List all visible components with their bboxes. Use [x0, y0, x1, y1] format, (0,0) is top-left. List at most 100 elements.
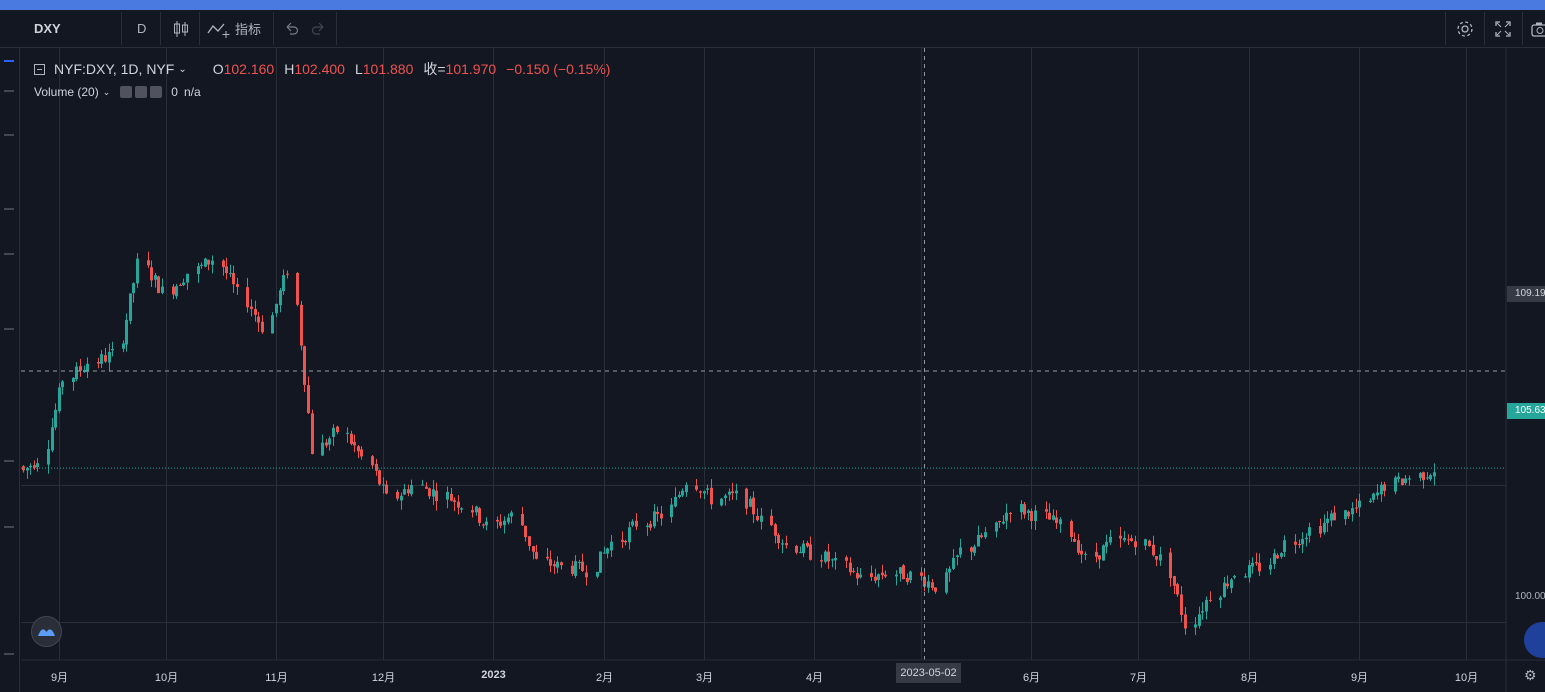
candle-body — [670, 504, 673, 518]
candle-body — [1383, 484, 1386, 491]
candle-body — [1105, 541, 1108, 547]
indicators-button[interactable]: 指标 — [207, 10, 261, 47]
candle-body — [859, 574, 862, 578]
candle-body — [1429, 475, 1432, 480]
candle-body — [1380, 484, 1383, 495]
candle-body — [596, 571, 599, 577]
redo-button[interactable] — [311, 10, 327, 47]
candle-body — [824, 551, 827, 562]
candle-body — [425, 486, 428, 489]
symbol-description[interactable]: NYF:DXY, 1D, NYF — [54, 61, 175, 77]
candle-body — [1152, 544, 1155, 556]
candle-body — [899, 567, 902, 574]
interval-label: D — [137, 21, 147, 36]
volume-label[interactable]: Volume (20) — [34, 85, 99, 99]
chart-grid — [21, 48, 1506, 660]
candle-body — [86, 363, 89, 372]
candle-body — [75, 366, 78, 379]
candle-body — [496, 519, 499, 522]
candle-body — [902, 565, 905, 580]
chevron-down-icon[interactable]: ⌄ — [102, 86, 111, 97]
candle-body — [706, 488, 709, 490]
candle-body — [1144, 539, 1147, 546]
settings-button[interactable] — [1455, 10, 1475, 47]
candle-body — [1180, 594, 1183, 615]
candle-body — [296, 272, 299, 305]
candle-body — [1176, 584, 1179, 595]
candle-body — [927, 581, 930, 588]
candle-body — [656, 511, 659, 514]
collapse-toolbar[interactable] — [4, 653, 14, 655]
eye-icon[interactable] — [120, 86, 133, 98]
text-tool[interactable] — [4, 328, 14, 330]
gear-icon[interactable]: ⚙ — [1524, 667, 1537, 683]
candle-body — [881, 572, 884, 576]
toolbar-divider — [1445, 12, 1446, 45]
fib-tool[interactable] — [4, 134, 14, 136]
gear-icon[interactable] — [135, 86, 148, 98]
candle-body — [795, 545, 798, 553]
candle-body — [1223, 582, 1226, 598]
candle-body — [36, 463, 39, 467]
candle-body — [246, 287, 249, 308]
candle-body — [403, 489, 406, 495]
collapse-legend-icon[interactable] — [34, 63, 45, 75]
time-tick-label: 7月 — [1129, 672, 1148, 684]
logo-icon[interactable] — [31, 616, 62, 647]
candle-body — [346, 432, 349, 434]
close-icon[interactable] — [150, 86, 163, 98]
snapshot-button[interactable] — [1531, 10, 1545, 47]
candle-body — [407, 489, 410, 494]
candle-body — [336, 426, 339, 433]
candle-body — [1326, 518, 1329, 524]
candle-body — [1301, 539, 1304, 545]
candle-body — [54, 409, 57, 428]
zoom-tool[interactable] — [4, 526, 14, 528]
candle-body — [229, 273, 232, 275]
side-action-button[interactable] — [1524, 622, 1545, 658]
candle-body — [1077, 540, 1080, 553]
measure-tool[interactable] — [4, 460, 14, 462]
candle-body — [271, 315, 274, 334]
candle-body — [770, 515, 773, 526]
candle-body — [909, 571, 912, 581]
fullscreen-button[interactable] — [1494, 10, 1512, 47]
undo-button[interactable] — [283, 10, 299, 47]
volume-value: 0 — [171, 85, 178, 99]
candle-body — [785, 543, 788, 546]
candle-body — [410, 485, 413, 495]
chart-type-button[interactable] — [172, 10, 190, 47]
candle-body — [132, 283, 135, 294]
candle-body — [83, 369, 86, 373]
camera-icon — [1531, 22, 1545, 37]
candle-body — [1248, 565, 1251, 578]
candle-body — [1369, 500, 1372, 502]
candle-body — [1330, 513, 1333, 521]
candle-body — [261, 321, 264, 333]
candle-body — [560, 562, 563, 566]
trendline-tool[interactable] — [4, 90, 14, 92]
interval-button[interactable]: D — [137, 10, 146, 47]
cursor-tool[interactable] — [4, 60, 14, 62]
candle-body — [200, 264, 203, 266]
candle-body — [150, 267, 153, 281]
candle-body — [371, 456, 374, 466]
candle-body — [421, 484, 424, 486]
candle-body — [453, 500, 456, 503]
time-tick-label: 6月 — [1022, 672, 1041, 684]
candle-body — [478, 508, 481, 523]
candle-body — [357, 446, 360, 452]
candle-body — [920, 572, 923, 576]
series-legend: NYF:DXY, 1D, NYF ⌄ O 102.160 H 102.400 L 10… — [34, 59, 610, 79]
candle-body — [1273, 553, 1276, 565]
chevron-down-icon[interactable]: ⌄ — [178, 63, 187, 75]
candle-body — [1376, 492, 1379, 496]
candle-body — [1394, 477, 1397, 492]
close-value: 101.970 — [445, 61, 497, 77]
pattern-tool[interactable] — [4, 208, 14, 210]
symbol-search-button[interactable]: DXY — [34, 10, 61, 47]
chart-area[interactable] — [21, 48, 1545, 692]
candle-body — [22, 466, 25, 471]
candle-body — [977, 534, 980, 547]
prediction-tool[interactable] — [4, 253, 14, 255]
